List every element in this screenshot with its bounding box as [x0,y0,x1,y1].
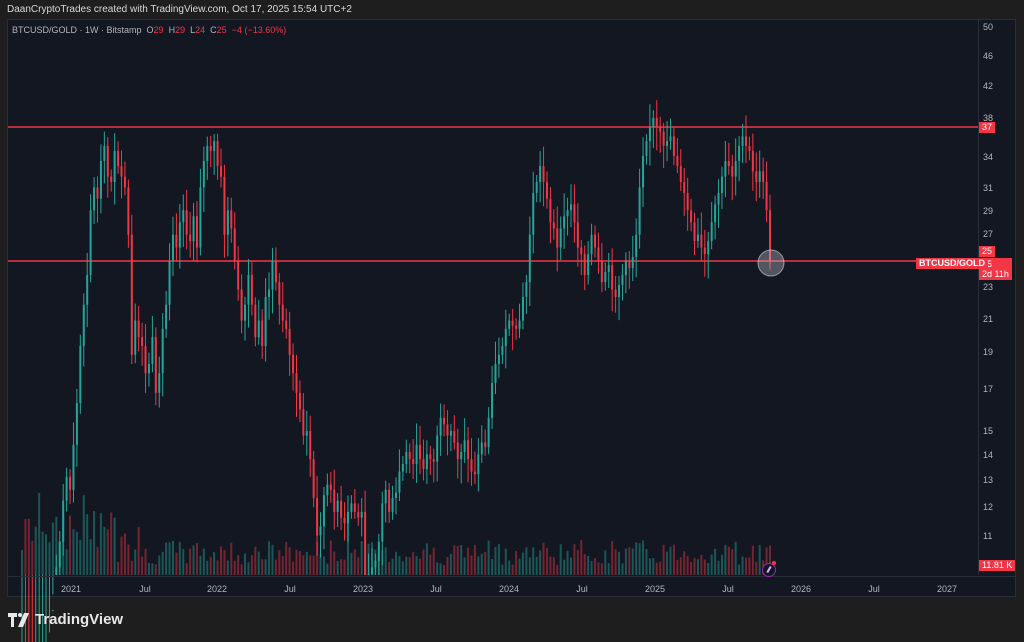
time-tick: Jul [284,584,296,594]
price-tick: 27 [983,229,994,239]
chart-frame[interactable] [7,19,1016,597]
time-tick: 2023 [352,584,374,594]
price-tick: 42 [983,81,994,91]
low-value: 24 [195,25,206,35]
price-tick: 15 [983,426,994,436]
price-tick: 19 [983,347,994,357]
change-value: −4 (−13.60%) [231,25,287,35]
symbol-legend: BTCUSD/GOLD · 1W · Bitstamp O29 H29 L24 … [12,25,287,35]
time-tick: 2022 [206,584,228,594]
high-value: 29 [175,25,186,35]
price-tick: 46 [983,51,994,61]
time-tick: Jul [722,584,734,594]
resistance-price-tag: 37 [979,122,996,133]
price-tick: 50 [983,22,994,32]
time-tick: Jul [576,584,588,594]
price-tick: 31 [983,183,994,193]
symbol-label: BTCUSD/GOLD · 1W · Bitstamp [12,25,142,35]
price-tick: 23 [983,282,994,292]
time-tick: Jul [139,584,151,594]
symbol-price-label: BTCUSD/GOLD [916,258,988,269]
bar-countdown: 2d 11h [982,269,1009,279]
price-axis[interactable] [978,20,1017,575]
time-axis-divider [8,576,1015,577]
tradingview-mark-icon [8,612,29,627]
price-tick: 38 [983,113,994,123]
event-dot-icon [772,561,776,565]
time-tick: 2027 [936,584,958,594]
price-tick: 34 [983,152,994,162]
price-tick: 17 [983,384,994,394]
open-value: 29 [153,25,164,35]
price-tick: 11 [983,531,993,541]
price-tick: 13 [983,475,994,485]
time-tick: Jul [430,584,442,594]
time-tick: 2024 [498,584,520,594]
tradingview-logo: TradingView [8,611,123,628]
time-tick: 2021 [60,584,82,594]
chart-credit: DaanCryptoTrades created with TradingVie… [7,4,352,15]
time-tick: 2026 [790,584,812,594]
price-tick: 21 [983,314,994,324]
brand-name: TradingView [35,611,124,628]
support-price-tag: 25 [979,246,996,257]
price-tick: 14 [983,450,994,460]
price-tick: 29 [983,206,994,216]
highlight-circle [757,249,785,277]
time-tick: Jul [868,584,880,594]
close-value: 25 [216,25,227,35]
volume-tag: 11.81 K [979,560,1016,571]
lightning-event-icon[interactable] [762,563,776,577]
time-tick: 2025 [644,584,666,594]
price-tick: 12 [983,502,994,512]
